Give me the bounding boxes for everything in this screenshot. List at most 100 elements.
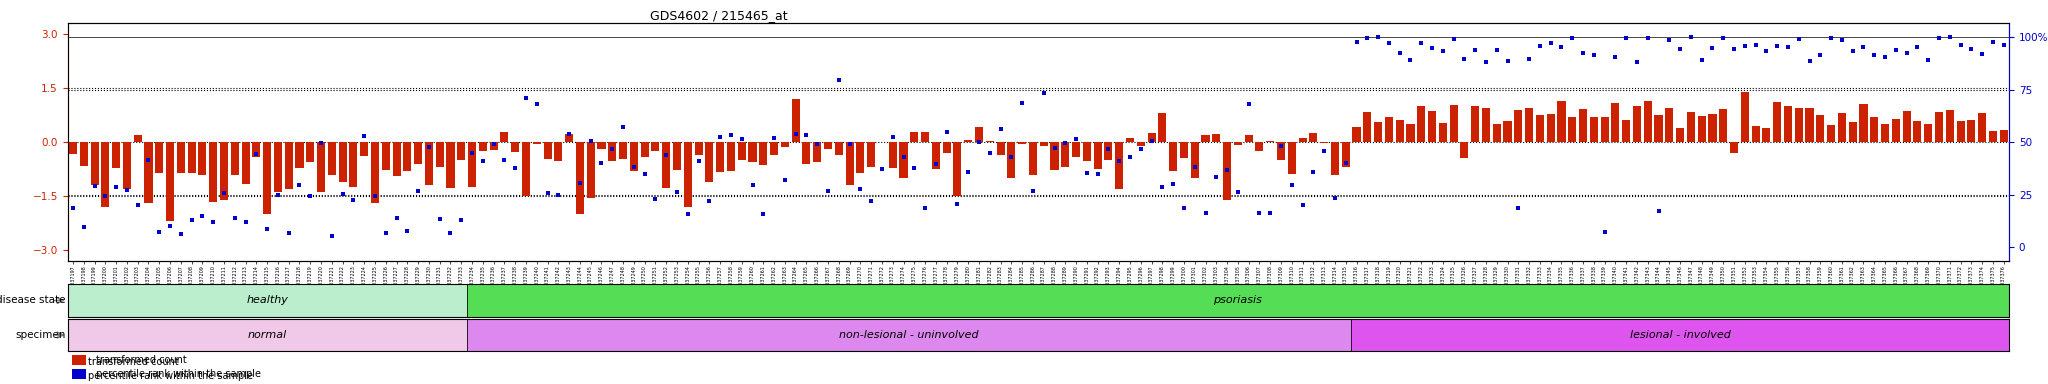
Bar <box>123 142 131 189</box>
Point <box>326 191 358 197</box>
Bar <box>793 99 799 142</box>
Bar <box>1116 142 1122 189</box>
Bar <box>922 132 930 142</box>
Point <box>778 131 811 137</box>
Bar <box>1137 142 1145 146</box>
Bar <box>500 132 508 142</box>
Point <box>844 186 877 192</box>
Bar <box>997 142 1006 154</box>
Point <box>487 157 520 164</box>
Point <box>154 223 186 230</box>
Point <box>1653 36 1686 43</box>
Bar <box>1698 116 1706 142</box>
Point <box>1264 143 1298 149</box>
Bar <box>618 142 627 159</box>
Point <box>1200 174 1233 180</box>
Point <box>500 165 532 171</box>
Bar <box>360 142 369 156</box>
Point <box>78 183 111 189</box>
Point <box>131 157 166 163</box>
Point <box>176 217 209 223</box>
Point <box>1362 34 1395 40</box>
Bar <box>1741 93 1749 142</box>
Point <box>1339 38 1372 45</box>
Point <box>920 161 952 167</box>
Point <box>68 224 100 230</box>
Bar <box>1071 142 1079 157</box>
Point <box>563 180 596 186</box>
Bar <box>242 142 250 184</box>
Point <box>1599 53 1632 60</box>
Point <box>1243 210 1276 216</box>
Text: percentile rank within the sample: percentile rank within the sample <box>88 371 254 381</box>
Bar <box>145 142 152 204</box>
Point <box>467 158 500 164</box>
Text: healthy: healthy <box>246 295 289 306</box>
Point <box>391 228 424 234</box>
Point <box>434 230 467 237</box>
Bar <box>1266 141 1274 142</box>
Bar <box>522 142 530 196</box>
Bar <box>909 132 918 142</box>
Text: psoriasis: psoriasis <box>1214 295 1262 306</box>
Point <box>1663 46 1696 52</box>
Point <box>1028 90 1061 96</box>
Point <box>1858 52 1890 58</box>
Point <box>121 202 154 209</box>
Bar <box>1774 103 1782 142</box>
Point <box>1589 228 1622 235</box>
Bar <box>328 142 336 174</box>
Bar <box>780 142 788 147</box>
Bar <box>1655 115 1663 142</box>
Bar <box>1978 113 1987 142</box>
Bar <box>608 142 616 161</box>
Bar <box>1018 142 1026 144</box>
Point <box>1147 184 1180 190</box>
Bar <box>565 134 573 142</box>
Bar <box>1763 128 1769 142</box>
Point <box>1729 43 1761 50</box>
Text: non-lesional - uninvolved: non-lesional - uninvolved <box>840 330 979 340</box>
Point <box>1642 208 1675 214</box>
Point <box>1632 35 1665 41</box>
Bar <box>674 142 682 170</box>
Bar <box>1526 108 1534 142</box>
Point <box>1329 160 1362 166</box>
Bar <box>219 142 227 200</box>
Bar <box>489 142 498 150</box>
Bar <box>965 140 973 142</box>
Point <box>1481 47 1513 53</box>
Bar <box>295 142 303 168</box>
Point <box>1577 52 1610 58</box>
Point <box>1016 188 1049 194</box>
Point <box>197 219 229 225</box>
Bar <box>1935 113 1944 142</box>
Point <box>1190 210 1223 216</box>
Point <box>1534 40 1567 46</box>
Bar <box>1384 117 1393 142</box>
Point <box>520 101 553 107</box>
Point <box>530 190 563 197</box>
Bar <box>1589 117 1597 142</box>
Bar <box>1288 142 1296 174</box>
Bar <box>942 142 950 154</box>
Bar <box>1513 109 1522 142</box>
Bar <box>1104 142 1112 161</box>
Point <box>111 187 143 193</box>
Bar <box>1483 108 1491 142</box>
Point <box>1006 100 1038 106</box>
Point <box>1049 140 1081 146</box>
Bar <box>1718 109 1726 142</box>
Bar <box>1968 120 1976 142</box>
Point <box>1686 57 1718 63</box>
Point <box>424 216 457 222</box>
Point <box>573 137 606 144</box>
Text: transformed count: transformed count <box>88 357 178 367</box>
Bar <box>1556 101 1565 142</box>
Point <box>963 139 995 145</box>
Point <box>143 229 176 235</box>
Point <box>1966 51 1999 58</box>
Point <box>1815 35 1847 41</box>
Bar <box>1126 138 1135 142</box>
Bar <box>1784 106 1792 142</box>
